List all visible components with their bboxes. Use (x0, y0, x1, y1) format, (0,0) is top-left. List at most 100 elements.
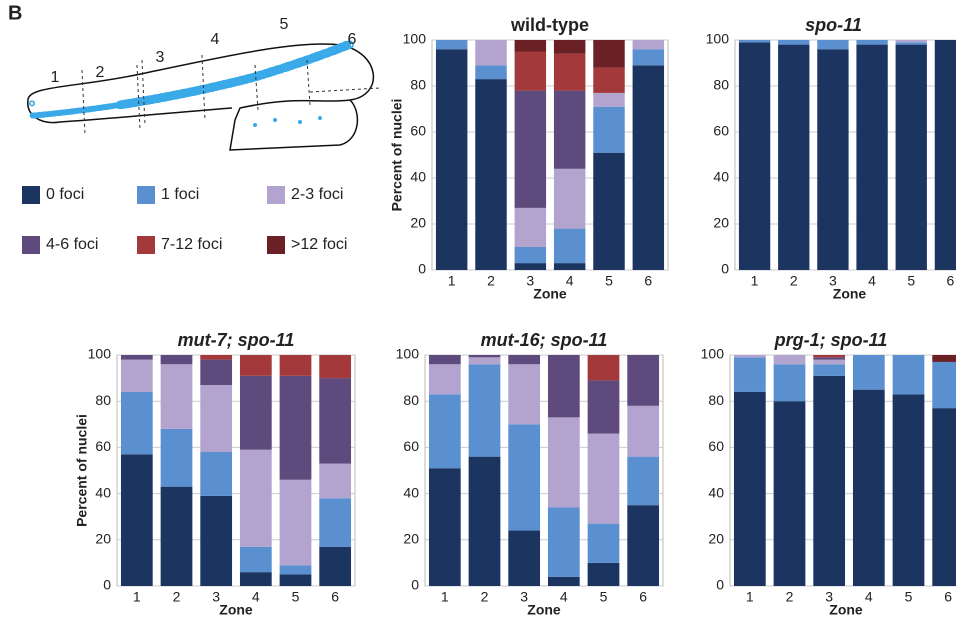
legend-swatch (137, 186, 155, 204)
y-tick-label: 40 (708, 484, 724, 500)
chart: 0 20 40 60 80 100 1 2 3 4 5 6 prg-1; spo-11 Zone (701, 330, 956, 618)
bar-segment (738, 42, 771, 270)
y-tick-label: 0 (103, 577, 111, 593)
nucleus-dot (254, 70, 264, 80)
bar-segment (627, 355, 660, 406)
bar-segment (773, 401, 806, 586)
bar-segment (279, 479, 312, 566)
bar-segment (514, 51, 547, 91)
bar-segment (817, 40, 849, 50)
nucleus-dot (143, 95, 153, 105)
bar-segment (120, 391, 153, 455)
x-tick-label: 3 (520, 589, 528, 605)
y-tick-label: 100 (403, 31, 427, 47)
bar-segment (856, 44, 888, 270)
zone-divider (201, 54, 206, 121)
plot-area (116, 354, 356, 587)
bar-segment (435, 40, 468, 50)
nucleus-dot (98, 104, 105, 111)
bar-segment (319, 463, 352, 499)
zone-label: 4 (211, 31, 220, 48)
x-tick-label: 4 (252, 589, 260, 605)
x-tick-label: 1 (751, 273, 759, 289)
x-tick-label: 1 (448, 273, 456, 289)
bar-segment (508, 530, 541, 586)
y-tick-label: 0 (411, 577, 419, 593)
legend-label: 2-3 foci (291, 186, 343, 203)
x-tick-label: 6 (947, 273, 955, 289)
nucleus-dot (208, 82, 217, 92)
bar-segment (932, 361, 956, 409)
bar-segment (632, 49, 665, 66)
bar-segment (773, 355, 806, 365)
nucleus-dot (76, 107, 83, 114)
bar-segment (813, 375, 846, 586)
bar-segment (593, 40, 625, 68)
chart-title: wild-type (510, 15, 589, 35)
legend-label: >12 foci (291, 236, 347, 253)
x-tick-label: 6 (944, 589, 952, 605)
x-tick-label: 1 (133, 589, 141, 605)
legend-label: 0 foci (46, 186, 84, 203)
zone-label: 1 (51, 69, 60, 86)
nucleus-dot (294, 58, 304, 67)
y-tick-label: 20 (713, 215, 729, 231)
x-tick-label: 1 (746, 589, 754, 605)
chart-title: prg-1; spo-11 (774, 330, 888, 350)
bar-segment (934, 40, 956, 270)
nucleus-dot (161, 92, 171, 102)
bar-segment (160, 486, 193, 586)
zone-divider (254, 64, 259, 111)
y-tick-label: 40 (713, 169, 729, 185)
bar-segment (514, 40, 547, 52)
bar-segment (817, 49, 849, 271)
x-tick-label: 3 (825, 589, 833, 605)
y-tick-label: 20 (95, 531, 111, 547)
bar-segment (627, 456, 660, 506)
chart: 0 20 40 60 80 100 1 2 3 4 5 6 mut-16; spo-11 Zone (396, 330, 664, 618)
y-tick-label: 100 (396, 346, 420, 362)
zone-divider (141, 59, 146, 126)
bar-segment (475, 79, 507, 270)
y-tick-label: 40 (95, 484, 111, 500)
bar-segment (319, 498, 352, 547)
bar-segment (553, 53, 586, 91)
x-tick-label: 1 (441, 589, 449, 605)
nucleus-dot (117, 100, 127, 109)
bar-segment (514, 247, 547, 264)
bar-segment (319, 546, 352, 586)
x-axis-label: Zone (527, 602, 561, 618)
chart: 0 20 40 60 80 100 1 2 3 4 5 6 spo-11 Zone (706, 15, 956, 302)
bar-segment (239, 375, 272, 450)
bar-segment (547, 355, 580, 418)
nucleus-dot (40, 111, 47, 118)
y-tick-label: 40 (410, 169, 426, 185)
x-tick-label: 4 (865, 589, 873, 605)
bar-segment (553, 263, 586, 270)
bar-segment (593, 152, 625, 270)
bar-segment (932, 408, 956, 586)
bar-segment (160, 355, 193, 365)
y-tick-label: 20 (403, 531, 419, 547)
nucleus-dot (219, 79, 228, 89)
x-tick-label: 3 (829, 273, 837, 289)
bar-segment (475, 65, 507, 80)
y-tick-label: 80 (95, 392, 111, 408)
bar-segment (319, 378, 352, 464)
y-tick-label: 60 (713, 123, 729, 139)
bar-segment (587, 380, 620, 434)
x-axis-label: Zone (833, 286, 867, 302)
chart-title: mut-7; spo-11 (178, 330, 295, 350)
nucleus-dot (273, 118, 277, 122)
bar-segment (587, 355, 620, 381)
bar-segment (733, 357, 766, 392)
bar-segment (813, 357, 846, 360)
bar-segment (627, 405, 660, 457)
bar-segment (632, 40, 665, 50)
zone-label: 5 (280, 16, 289, 33)
bar-segment (239, 449, 272, 547)
bar-segment (553, 228, 586, 264)
nucleus-dot (69, 108, 76, 115)
y-tick-label: 80 (410, 77, 426, 93)
